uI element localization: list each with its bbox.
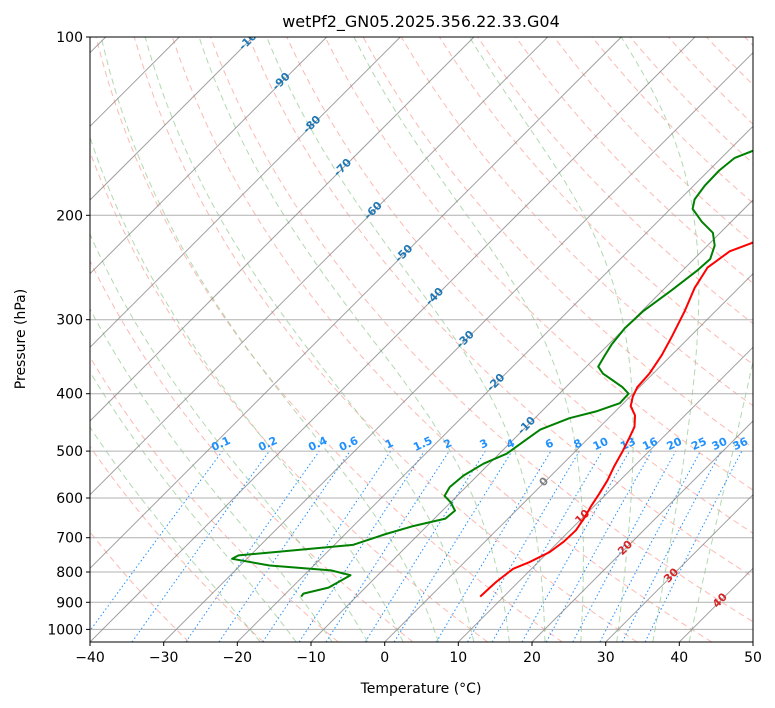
mixing-ratio-line [572, 450, 677, 642]
dry-adiabat-line [95, 37, 563, 642]
y-axis-title: Pressure (hPa) [13, 289, 29, 389]
mixing-ratio-label: 25 [689, 435, 708, 453]
mixing-ratio-label: 36 [731, 435, 751, 453]
dry-adiabat-line [515, 37, 753, 284]
isotherm-line [457, 346, 753, 642]
mixing-ratio-line [644, 450, 743, 642]
x-tick-label: −20 [223, 650, 253, 666]
isotherm-line [90, 37, 254, 201]
x-axis: −40 −30 −20 −10 0 10 20 30 40 50 [75, 642, 762, 666]
moist-adiabats [90, 37, 753, 642]
dewpoint-profile [231, 149, 753, 598]
mixing-ratio-line [298, 450, 425, 642]
dry-adiabat-line [324, 37, 753, 491]
isotherm-line [90, 37, 328, 275]
isotherm-line [310, 199, 753, 642]
moist-adiabat-line [353, 37, 584, 642]
y-axis: 100 200 300 400 500 600 700 800 900 1000 [47, 30, 90, 638]
y-tick-label: 600 [56, 491, 83, 507]
isotherm-line [236, 125, 753, 642]
isotherm-line [605, 493, 753, 642]
mixing-ratio-line [185, 450, 320, 642]
moist-adiabat-line [90, 308, 333, 642]
moist-adiabat-line [266, 37, 546, 642]
mixing-ratio-line [262, 450, 392, 642]
y-tick-label: 1000 [47, 622, 83, 638]
dry-adiabat-line [90, 356, 339, 642]
moist-adiabat-line [144, 37, 475, 642]
y-tick-label: 300 [56, 313, 83, 329]
moist-adiabat-line [100, 37, 439, 642]
x-tick-label: −40 [75, 650, 105, 666]
pressure-gridlines [90, 37, 753, 630]
dry-adiabat-line [248, 37, 753, 578]
mixing-ratio-line [545, 450, 653, 642]
moist-adiabat-line [90, 426, 261, 642]
dry-adiabat-line [90, 259, 414, 642]
mixing-ratio-line [90, 450, 223, 632]
mixing-ratio-label: 20 [665, 435, 685, 453]
isotherm-line [90, 37, 549, 496]
isotherm-line [90, 37, 401, 349]
dry-adiabat-line [286, 37, 753, 534]
isotherm-line [90, 37, 696, 642]
x-tick-label: 0 [380, 650, 389, 666]
mixing-ratio-line [521, 450, 630, 642]
plot-area: 0.1 0.2 0.4 0.6 1 1.5 2 3 4 6 8 10 13 16 20 25 30 36-100-… [90, 37, 753, 642]
x-tick-label: 30 [597, 650, 615, 666]
mixing-ratio-line [393, 450, 513, 642]
isotherm-line [90, 37, 475, 422]
y-tick-label: 200 [56, 208, 83, 224]
x-tick-label: −30 [149, 650, 179, 666]
dry-adiabat-line [90, 445, 264, 642]
y-tick-label: 400 [56, 387, 83, 403]
plot-frame [89, 36, 754, 643]
isotherm-line [531, 420, 753, 642]
y-tick-label: 500 [56, 444, 83, 460]
y-tick-label: 100 [56, 30, 83, 46]
x-tick-label: −10 [296, 650, 326, 666]
x-axis-title: Temperature (°C) [360, 681, 482, 697]
sounding-series [231, 149, 753, 598]
moist-adiabat-line [90, 232, 369, 642]
y-tick-label: 800 [56, 565, 83, 581]
y-tick-label: 700 [56, 531, 83, 547]
mixing-ratio-label: 30 [710, 435, 730, 453]
moist-adiabat-line [688, 358, 753, 642]
mixing-ratio-line [325, 450, 450, 642]
isotherm-line [163, 51, 753, 642]
isotherm-line [90, 37, 622, 570]
isotherm-line [384, 272, 753, 642]
mixing-ratio-label: 10 [591, 435, 611, 453]
chart-title: wetPf2_GN05.2025.356.22.33.G04 [282, 12, 560, 32]
x-tick-label: 40 [670, 650, 688, 666]
dry-adiabat-line [133, 37, 638, 642]
isotherms [90, 37, 753, 642]
x-tick-label: 20 [523, 650, 541, 666]
x-tick-label: 50 [744, 650, 762, 666]
y-tick-label: 900 [56, 595, 83, 611]
dry-adiabat-line [171, 37, 712, 642]
mixing-ratio-line [131, 450, 270, 642]
moist-adiabat-line [90, 135, 404, 642]
temperature-profile [479, 241, 753, 598]
mixing-ratio-lines [90, 450, 743, 642]
moist-adiabat-line [198, 37, 510, 642]
mixing-ratio-label: 16 [640, 435, 660, 453]
moist-adiabat-line [90, 370, 297, 642]
x-tick-label: 10 [449, 650, 467, 666]
mixing-ratio-line [218, 450, 351, 642]
dry-adiabat-line [210, 37, 753, 623]
dry-adiabats [90, 37, 753, 642]
